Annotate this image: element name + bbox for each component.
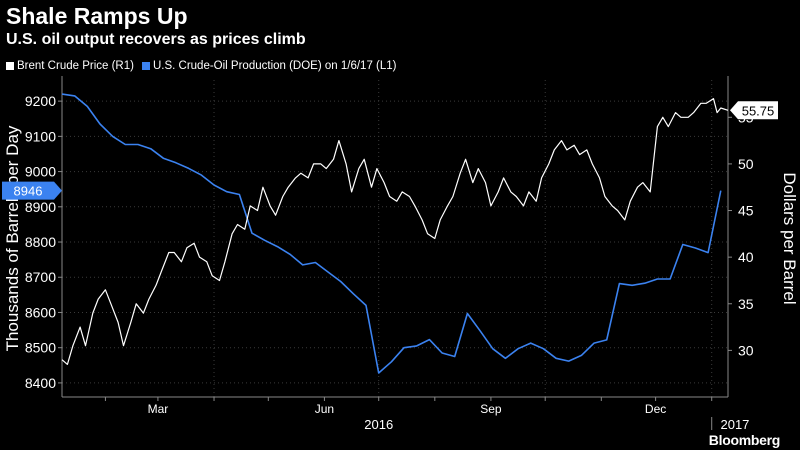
right-tick-label: 50 xyxy=(738,156,754,172)
bloomberg-logo: Bloomberg xyxy=(708,432,781,448)
right-axis-title: Dollars per Barrel xyxy=(780,172,799,304)
chart-subtitle: U.S. oil output recovers as prices climb xyxy=(6,31,306,48)
right-tick-label: 45 xyxy=(738,203,754,219)
x-month-label: Sep xyxy=(480,402,502,416)
production-last-value: 8946 xyxy=(14,184,43,199)
x-month-label: Mar xyxy=(148,402,169,416)
legend-label-brent: Brent Crude Price (R1) xyxy=(17,60,134,72)
legend-label-production: U.S. Crude-Oil Production (DOE) on 1/6/1… xyxy=(152,60,397,72)
chart-legend: Brent Crude Price (R1) U.S. Crude-Oil Pr… xyxy=(6,60,405,72)
right-tick-label: 40 xyxy=(738,249,754,265)
x-year-label: 2017 xyxy=(720,417,749,432)
left-tick-label: 9000 xyxy=(25,164,56,180)
brent-last-value-tag xyxy=(730,101,778,120)
production-last-value-tag xyxy=(2,181,62,200)
production-series-line xyxy=(61,93,722,374)
x-month-label: Dec xyxy=(645,402,666,416)
left-axis-title: Thousands of Barrels per Day xyxy=(3,125,22,351)
brent-series-line xyxy=(61,97,729,365)
left-tick-label: 8500 xyxy=(25,340,56,356)
legend-swatch-production xyxy=(141,62,150,70)
left-tick-label: 9200 xyxy=(25,93,56,109)
legend-item-brent: Brent Crude Price (R1) xyxy=(6,60,134,72)
legend-item-production: U.S. Crude-Oil Production (DOE) on 1/6/1… xyxy=(141,60,397,72)
right-tick-label: 35 xyxy=(738,296,754,312)
x-month-label: Jun xyxy=(315,402,334,416)
left-tick-label: 8400 xyxy=(25,375,56,391)
right-tick-label: 30 xyxy=(738,342,754,358)
left-tick-label: 8600 xyxy=(25,304,56,320)
brent-last-value: 55.75 xyxy=(742,103,775,118)
legend-swatch-brent xyxy=(6,62,14,70)
x-year-label: 2016 xyxy=(364,417,393,432)
left-tick-label: 9100 xyxy=(25,128,56,144)
chart-title: Shale Ramps Up xyxy=(6,3,188,29)
left-tick-label: 8900 xyxy=(25,199,56,215)
left-tick-label: 8700 xyxy=(25,269,56,285)
left-tick-label: 8800 xyxy=(25,234,56,250)
